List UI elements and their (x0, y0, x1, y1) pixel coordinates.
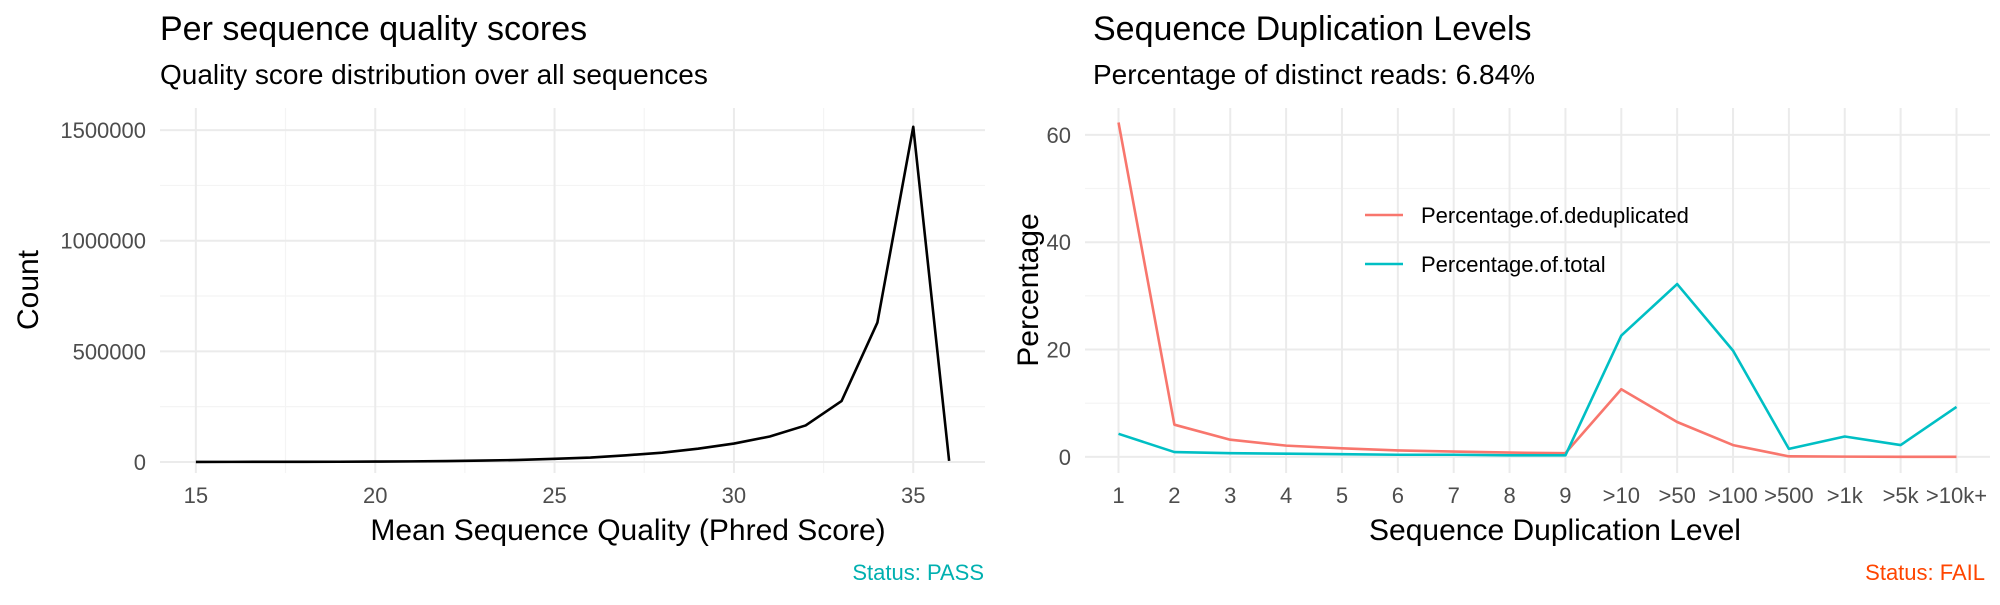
duplication-tick-labels: 1 2 3 4 5 6 7 8 9 >10 >50 >100 >500 >1k >5k >10k+ 0 20 40 6… (1047, 123, 1988, 508)
quality-y-tick-label: 1500000 (60, 118, 146, 143)
quality-x-axis-label: Mean Sequence Quality (Phred Score) (370, 514, 885, 547)
quality-tick-labels: 15 20 25 30 35 0 500000 1000000 1500000 (60, 118, 925, 508)
duplication-y-tick-label: 40 (1047, 230, 1071, 255)
quality-y-tick-label: 500000 (73, 339, 146, 364)
quality-x-tick-label: 15 (184, 483, 208, 508)
quality-y-tick-label: 1000000 (60, 229, 146, 254)
duplication-chart-subtitle: Percentage of distinct reads: 6.84% (1093, 59, 1535, 90)
quality-scores-panel: Per sequence quality scores Quality scor… (12, 10, 985, 585)
quality-x-tick-label: 35 (901, 483, 925, 508)
duplication-x-tick-label: >50 (1658, 483, 1695, 508)
quality-grid (160, 108, 985, 473)
duplication-y-axis-label: Percentage (1012, 213, 1045, 366)
duplication-chart-title: Sequence Duplication Levels (1093, 10, 1532, 48)
duplication-y-tick-label: 20 (1047, 338, 1071, 363)
duplication-status-label: Status: FAIL (1865, 560, 1985, 585)
duplication-x-tick-label: 9 (1559, 483, 1571, 508)
quality-chart-subtitle: Quality score distribution over all sequ… (160, 59, 708, 90)
duplication-levels-panel: Sequence Duplication Levels Percentage o… (1012, 10, 1990, 585)
deduplicated-percentage-line (1117, 122, 1957, 459)
duplication-x-tick-label: 5 (1336, 483, 1348, 508)
duplication-grid (1085, 108, 1990, 473)
quality-y-tick-label: 0 (134, 450, 146, 475)
duplication-x-tick-label: >10k+ (1926, 483, 1987, 508)
duplication-x-tick-label: 7 (1448, 483, 1460, 508)
duplication-legend: Percentage.of.deduplicated Percentage.of… (1365, 203, 1689, 277)
quality-y-axis-label: Count (12, 249, 45, 330)
total-percentage-line (1118, 282, 1958, 457)
duplication-x-tick-label: >500 (1764, 483, 1814, 508)
duplication-x-tick-label: >5k (1883, 483, 1920, 508)
duplication-x-tick-label: 8 (1503, 483, 1515, 508)
duplication-series (1117, 122, 1958, 459)
quality-x-tick-label: 30 (722, 483, 746, 508)
quality-chart-title: Per sequence quality scores (160, 10, 587, 48)
duplication-x-tick-label: 1 (1112, 483, 1124, 508)
quality-x-tick-label: 20 (363, 483, 387, 508)
duplication-y-tick-label: 0 (1059, 445, 1071, 470)
legend-label-deduplicated: Percentage.of.deduplicated (1421, 203, 1689, 228)
quality-status-label: Status: PASS (852, 560, 984, 585)
duplication-x-tick-label: 2 (1168, 483, 1180, 508)
duplication-x-tick-label: >100 (1708, 483, 1758, 508)
duplication-x-tick-label: 6 (1392, 483, 1404, 508)
duplication-x-axis-label: Sequence Duplication Level (1369, 514, 1741, 547)
duplication-x-tick-label: 3 (1224, 483, 1236, 508)
quality-x-tick-label: 25 (542, 483, 566, 508)
duplication-x-tick-label: 4 (1280, 483, 1292, 508)
quality-series (195, 125, 951, 464)
quality-count-line (195, 125, 951, 464)
duplication-x-tick-label: >1k (1827, 483, 1864, 508)
legend-label-total: Percentage.of.total (1421, 252, 1606, 277)
duplication-y-tick-label: 60 (1047, 123, 1071, 148)
duplication-x-tick-label: >10 (1603, 483, 1640, 508)
